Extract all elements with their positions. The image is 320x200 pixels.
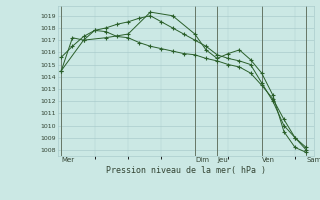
X-axis label: Pression niveau de la mer( hPa ): Pression niveau de la mer( hPa ) xyxy=(106,166,266,175)
